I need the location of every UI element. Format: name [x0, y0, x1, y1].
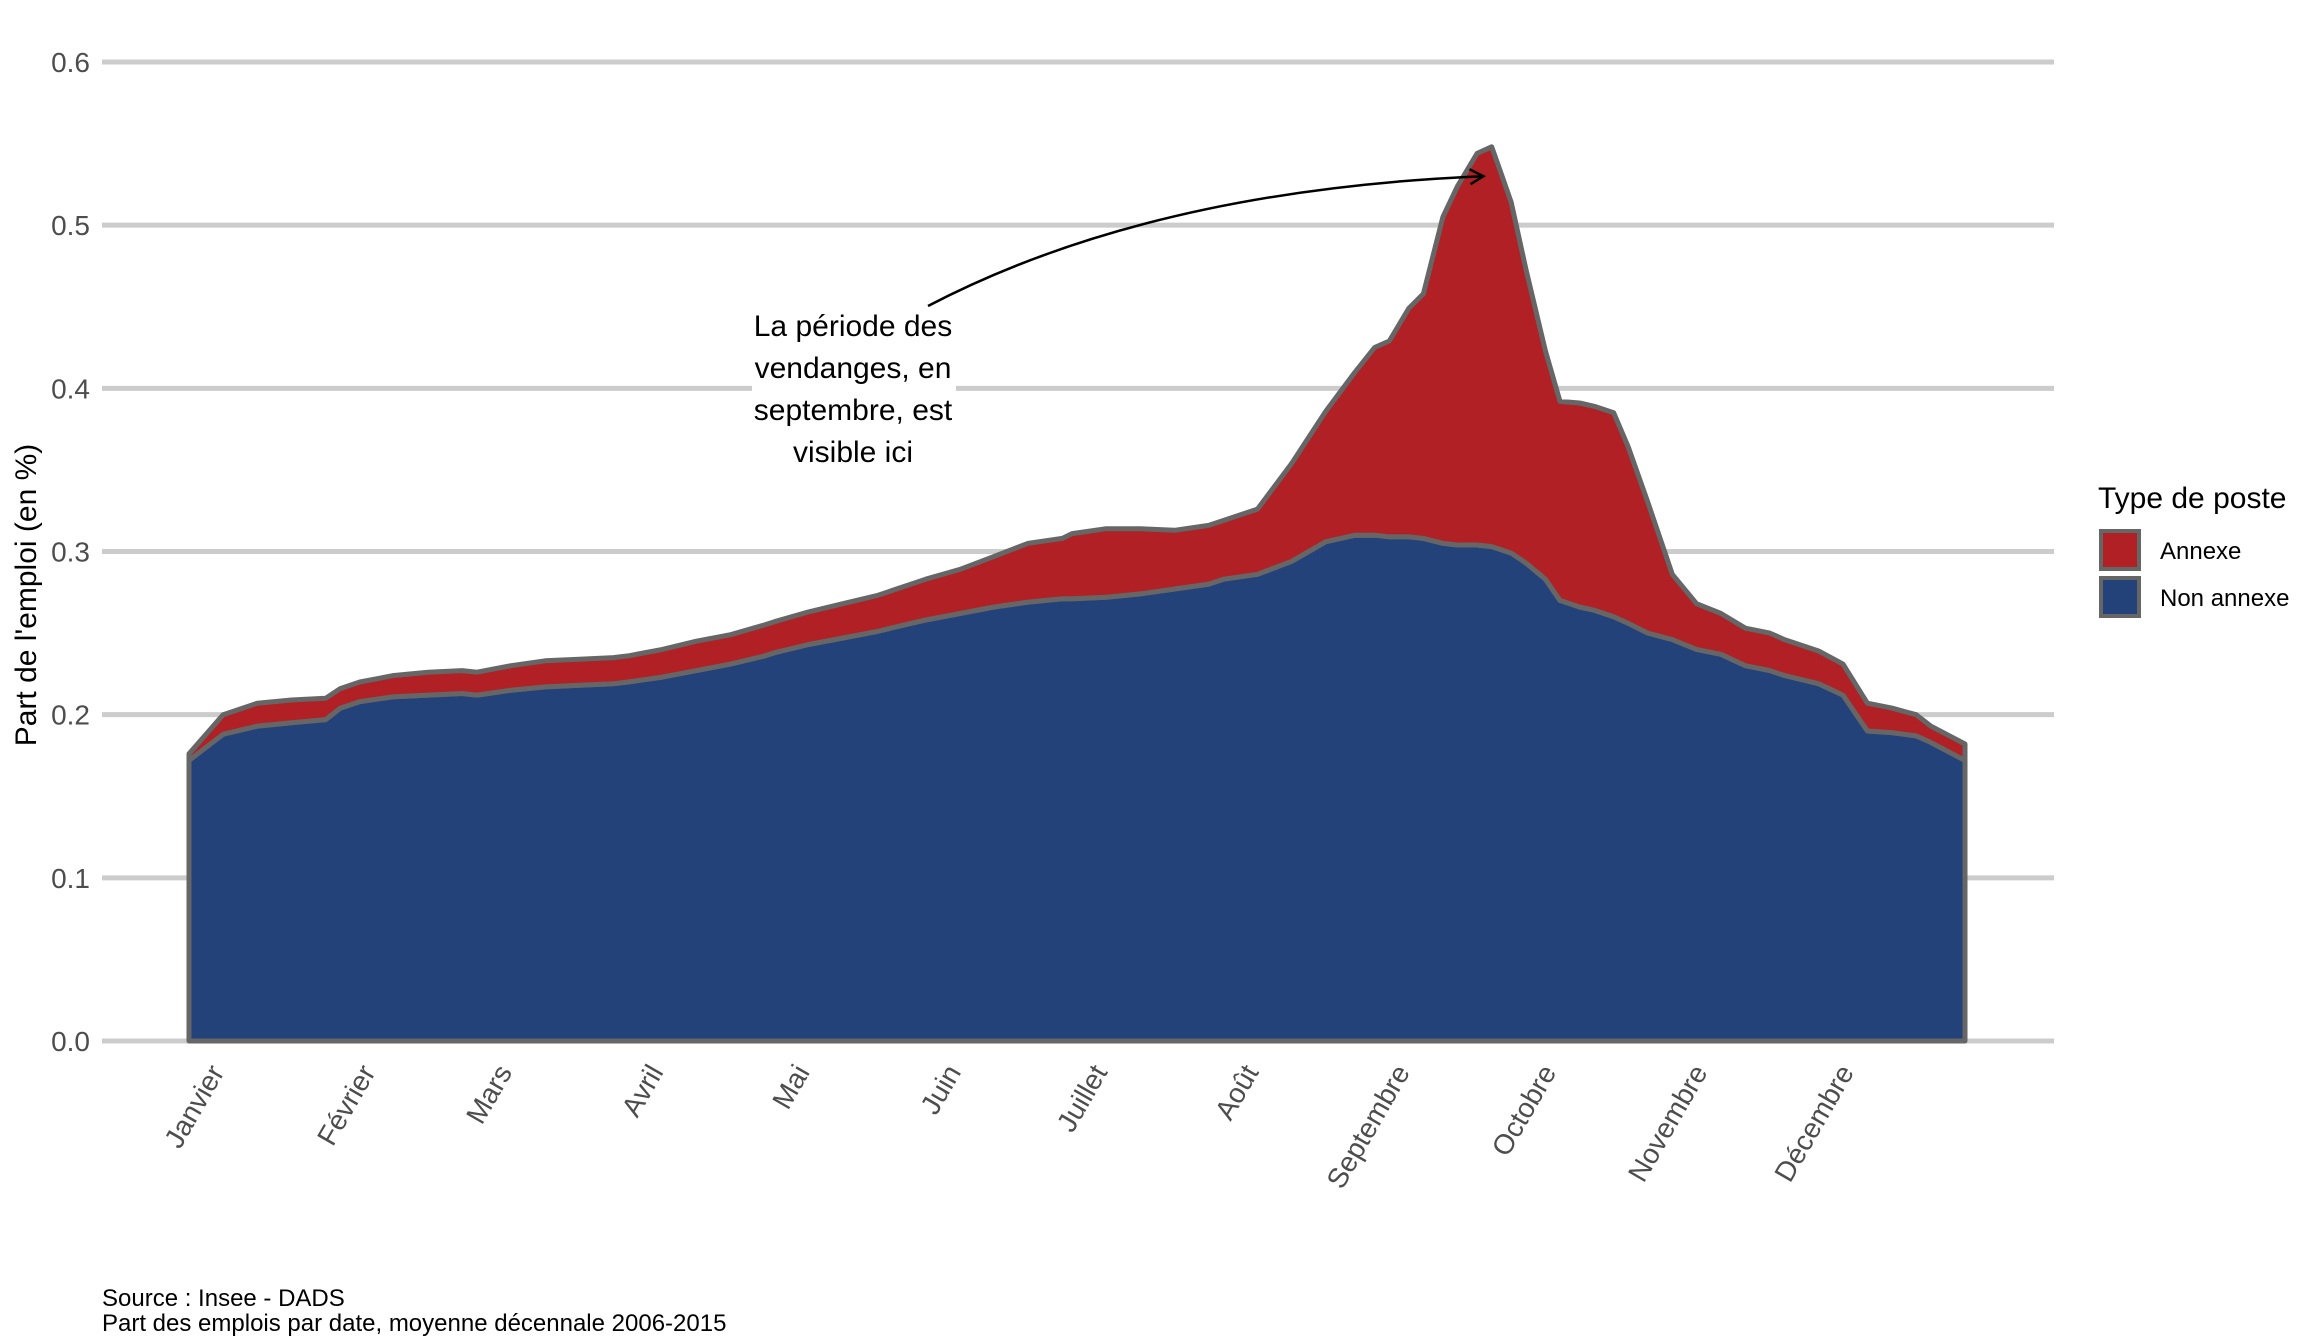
- annotation-background: [752, 300, 956, 472]
- x-tick-label: Novembre: [1622, 1060, 1713, 1187]
- x-tick-label: Mars: [460, 1060, 518, 1129]
- annotation-line: septembre, est: [754, 394, 953, 427]
- y-tick-label: 0.6: [51, 47, 90, 78]
- legend-title: Type de poste: [2098, 482, 2286, 515]
- y-tick-label: 0.4: [51, 373, 90, 404]
- annotation-line: visible ici: [793, 436, 913, 469]
- y-axis-title: Part de l'emploi (en %): [10, 444, 43, 747]
- x-tick-label: Juillet: [1051, 1059, 1114, 1137]
- legend: Type de poste Annexe Non annexe: [2098, 482, 2289, 618]
- x-tick-label: Août: [1209, 1059, 1265, 1125]
- caption-note: Part des emplois par date, moyenne décen…: [102, 1310, 727, 1337]
- x-tick-label: Mai: [766, 1060, 815, 1115]
- x-tick-label: Juin: [914, 1060, 967, 1120]
- y-tick-label: 0.5: [51, 210, 90, 241]
- annotation: La période des vendanges, en septembre, es…: [752, 168, 1487, 472]
- x-axis-ticks: Janvier Février Mars Avril Mai Juin Juillet Aoû…: [158, 1059, 1860, 1193]
- x-tick-label: Décembre: [1768, 1060, 1859, 1187]
- annotation-arrow: [927, 174, 1484, 308]
- legend-label: Annexe: [2160, 538, 2241, 565]
- area-series: [186, 144, 1968, 1044]
- x-tick-label: Octobre: [1486, 1060, 1563, 1162]
- y-axis-ticks: 0.0 0.1 0.2 0.3 0.4 0.5 0.6: [51, 47, 90, 1057]
- y-tick-label: 0.1: [51, 863, 90, 894]
- x-tick-label: Février: [311, 1060, 381, 1151]
- legend-swatch: [2099, 529, 2141, 571]
- x-tick-label: Avril: [616, 1060, 670, 1122]
- area-annexe: [186, 144, 1968, 763]
- y-tick-label: 0.2: [51, 700, 90, 731]
- y-tick-label: 0.3: [51, 537, 90, 568]
- legend-label: Non annexe: [2160, 585, 2289, 612]
- x-tick-label: Janvier: [158, 1060, 230, 1154]
- y-tick-label: 0.0: [51, 1026, 90, 1057]
- annotation-line: La période des: [754, 310, 953, 343]
- annotation-line: vendanges, en: [755, 352, 952, 385]
- caption-source: Source : Insee - DADS: [102, 1285, 345, 1312]
- x-tick-label: Septembre: [1320, 1060, 1415, 1194]
- legend-swatch: [2099, 576, 2141, 618]
- annotation-arrowhead: [1468, 168, 1487, 186]
